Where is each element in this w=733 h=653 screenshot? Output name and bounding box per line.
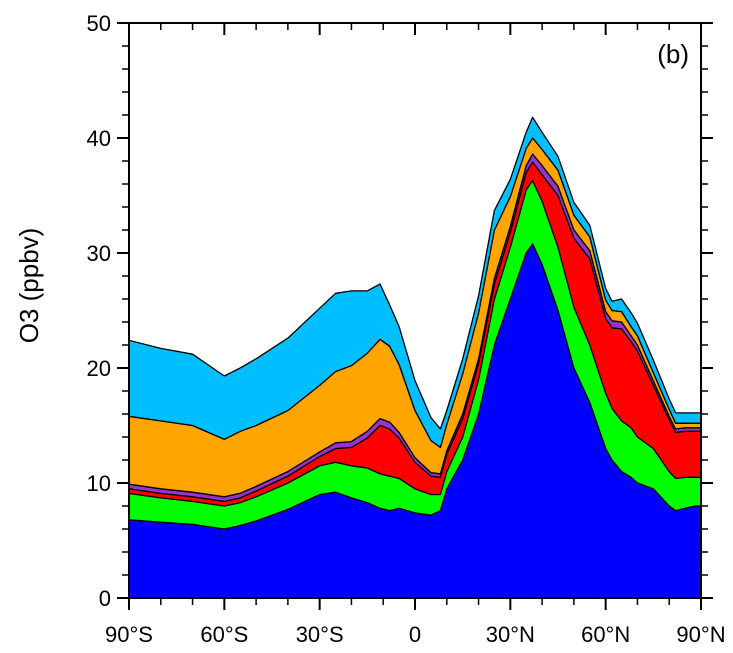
x-tick-label: 30°S bbox=[296, 622, 344, 647]
y-tick-label: 20 bbox=[87, 356, 111, 381]
panel-label: (b) bbox=[657, 39, 689, 69]
y-tick-label: 0 bbox=[99, 586, 111, 611]
x-tick-label: 90°S bbox=[105, 622, 153, 647]
x-tick-label: 60°S bbox=[200, 622, 248, 647]
y-tick-label: 40 bbox=[87, 126, 111, 151]
x-tick-label: 0 bbox=[409, 622, 421, 647]
x-tick-label: 90°N bbox=[676, 622, 725, 647]
x-tick-label: 30°N bbox=[486, 622, 535, 647]
y-tick-label: 10 bbox=[87, 471, 111, 496]
y-tick-label: 30 bbox=[87, 241, 111, 266]
area-layers bbox=[128, 116, 702, 599]
x-tick-label: 60°N bbox=[581, 622, 630, 647]
y-axis-title: O3 (ppbv) bbox=[14, 228, 44, 344]
axis-ticks bbox=[117, 22, 713, 610]
axis-tick-labels: 90°S 60°S 30°S 0 30°N 60°N 90°N 0 10 20 30 40 50 bbox=[87, 11, 726, 647]
y-tick-label: 50 bbox=[87, 11, 111, 36]
